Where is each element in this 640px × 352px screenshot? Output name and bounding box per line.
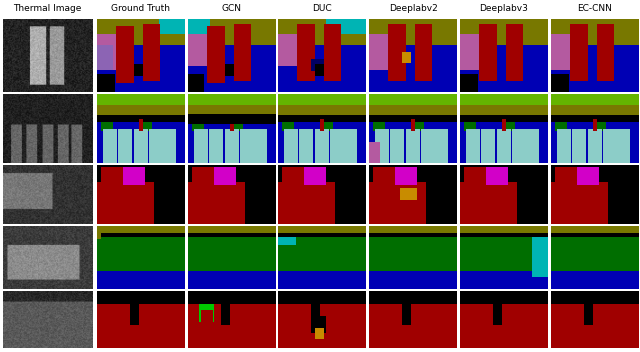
Text: DUC: DUC [312, 4, 332, 13]
Text: GCN: GCN [221, 4, 241, 13]
Text: Deeplabv3: Deeplabv3 [479, 4, 529, 13]
Text: Deeplabv2: Deeplabv2 [388, 4, 438, 13]
Text: EC-CNN: EC-CNN [577, 4, 612, 13]
Text: Thermal Image: Thermal Image [13, 4, 81, 13]
Text: Ground Truth: Ground Truth [111, 4, 170, 13]
